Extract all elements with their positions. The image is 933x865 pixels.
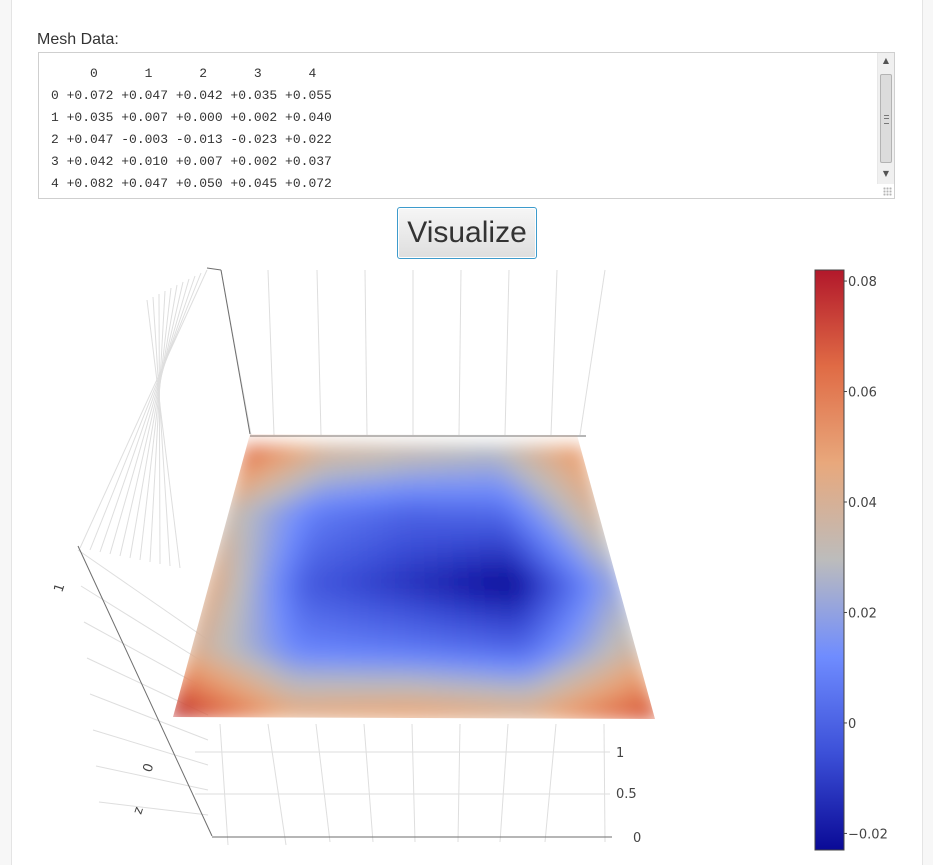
surface-mesh[interactable]	[167, 444, 660, 721]
mesh-data-label: Mesh Data:	[37, 31, 119, 48]
colorbar-tick-label: 0.02	[848, 606, 877, 621]
y-tick-label: 0.5	[616, 787, 637, 802]
surface-cell	[630, 707, 655, 719]
grip-icon	[884, 115, 889, 124]
z-tick-label: 1	[52, 582, 69, 595]
colorbar-tick-label: 0.08	[848, 275, 877, 290]
z-tick-label: 0	[141, 762, 158, 775]
mesh-data-textarea[interactable]: 0 1 2 3 4 0 +0.072 +0.047 +0.042 +0.035 …	[38, 52, 895, 199]
z-axis-title: z	[131, 805, 147, 816]
colorbar-tick-label: 0	[848, 717, 856, 732]
visualize-button[interactable]: Visualize	[397, 207, 537, 259]
scroll-up-arrow-icon[interactable]: ▲	[882, 56, 890, 65]
colorbar: 0.08 0.06 0.04 0.02 0 −0.02	[814, 269, 888, 851]
scroll-down-arrow-icon[interactable]: ▼	[882, 169, 890, 178]
axis-labels: 1 0.5 0 z 1 0	[52, 582, 642, 846]
resize-handle-icon[interactable]	[883, 187, 892, 196]
y-tick-label: 0	[633, 831, 641, 846]
colorbar-tick-label: 0.06	[848, 386, 877, 401]
scrollbar-thumb[interactable]	[880, 74, 892, 163]
colorbar-tick-label: 0.04	[848, 496, 877, 511]
plot-gridlines	[77, 267, 612, 846]
mesh-data-text[interactable]: 0 1 2 3 4 0 +0.072 +0.047 +0.042 +0.035 …	[51, 66, 332, 191]
textarea-scrollbar[interactable]: ▲ ▼	[877, 53, 894, 184]
colorbar-gradient	[814, 269, 845, 851]
colorbar-tick-label: −0.02	[848, 827, 888, 842]
y-tick-label: 1	[616, 746, 624, 761]
